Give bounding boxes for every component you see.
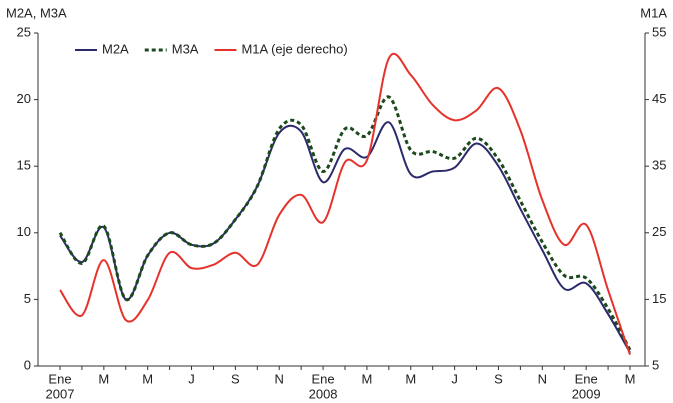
y-tick-label: 15 xyxy=(17,158,31,173)
x-year-label: 2009 xyxy=(572,386,601,401)
y-tick-label: 10 xyxy=(17,224,31,239)
y2-axis-title: M1A xyxy=(640,5,667,20)
x-tick-label: M xyxy=(98,371,109,386)
series-line xyxy=(59,121,631,354)
x-tick-label: J xyxy=(188,371,195,386)
y-axis-title: M2A, M3A xyxy=(6,5,67,20)
x-tick-label: N xyxy=(538,371,547,386)
x-tick-label: M xyxy=(362,371,373,386)
y2-tick-label: 15 xyxy=(652,291,666,306)
x-year-label: 2007 xyxy=(46,386,75,401)
x-tick-label: M xyxy=(625,371,636,386)
legend-label: M2A xyxy=(102,41,129,56)
series-line xyxy=(59,52,631,355)
y2-tick-label: 35 xyxy=(652,158,666,173)
legend-label: M1A (eje derecho) xyxy=(241,41,347,56)
y2-tick-label: 45 xyxy=(652,91,666,106)
y2-tick-label: 25 xyxy=(652,224,666,239)
y2-tick-label: 55 xyxy=(652,24,666,39)
x-tick-label: S xyxy=(494,371,503,386)
x-tick-label: S xyxy=(231,371,240,386)
y-tick-label: 5 xyxy=(24,291,31,306)
x-tick-label: Ene xyxy=(575,371,598,386)
x-tick-label: M xyxy=(405,371,416,386)
y-tick-label: 20 xyxy=(17,91,31,106)
x-tick-label: Ene xyxy=(312,371,335,386)
legend-label: M3A xyxy=(172,41,199,56)
x-year-label: 2008 xyxy=(309,386,338,401)
x-tick-label: N xyxy=(275,371,284,386)
y-tick-label: 25 xyxy=(17,24,31,39)
series-line xyxy=(58,95,632,351)
x-tick-label: Ene xyxy=(48,371,71,386)
y-tick-label: 0 xyxy=(24,357,31,372)
x-tick-label: M xyxy=(142,371,153,386)
y2-tick-label: 5 xyxy=(652,357,659,372)
x-tick-label: J xyxy=(451,371,458,386)
